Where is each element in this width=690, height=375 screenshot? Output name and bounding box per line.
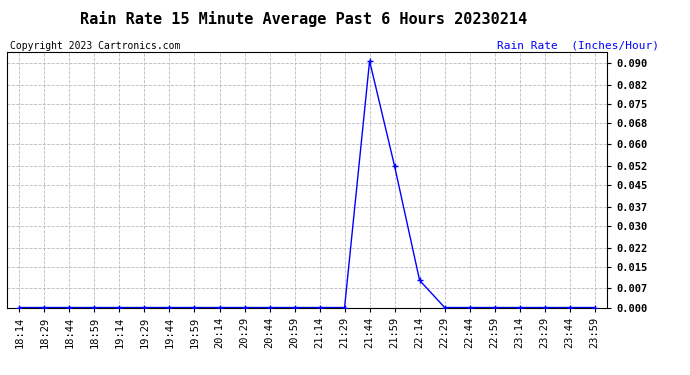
Text: Rain Rate  (Inches/Hour): Rain Rate (Inches/Hour) <box>497 40 659 51</box>
Text: Copyright 2023 Cartronics.com: Copyright 2023 Cartronics.com <box>10 40 181 51</box>
Text: Rain Rate 15 Minute Average Past 6 Hours 20230214: Rain Rate 15 Minute Average Past 6 Hours… <box>80 11 527 27</box>
